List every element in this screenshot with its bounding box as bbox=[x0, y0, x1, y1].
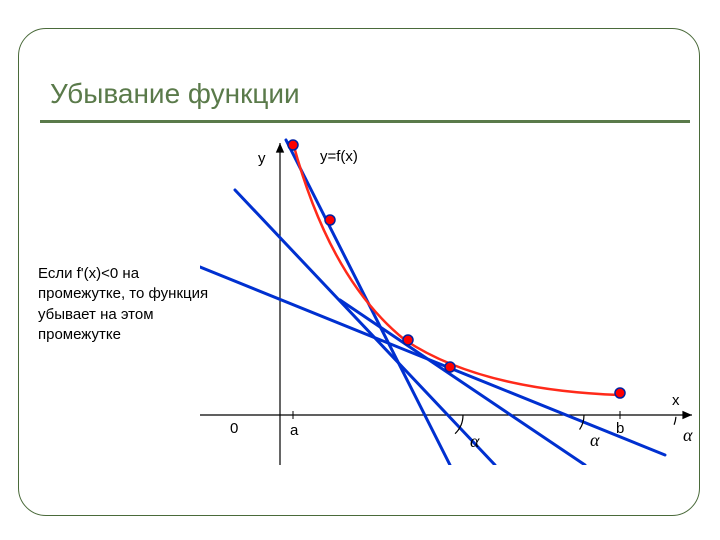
slide-caption: Если f'(x)<0 на промежутке, то функция у… bbox=[38, 264, 218, 345]
alpha-1: α bbox=[470, 431, 479, 452]
y-axis-label: y bbox=[258, 150, 266, 167]
a-label: a bbox=[290, 422, 298, 439]
alpha-3: α bbox=[683, 425, 692, 446]
title-underline bbox=[40, 120, 690, 123]
b-label: b bbox=[616, 420, 624, 437]
origin-label: 0 bbox=[230, 420, 238, 437]
alpha-2: α bbox=[590, 430, 599, 451]
function-diagram bbox=[200, 135, 700, 465]
fx-label: y=f(x) bbox=[320, 148, 358, 165]
slide-title: Убывание функции bbox=[50, 78, 300, 110]
x-axis-label: x bbox=[672, 392, 680, 409]
